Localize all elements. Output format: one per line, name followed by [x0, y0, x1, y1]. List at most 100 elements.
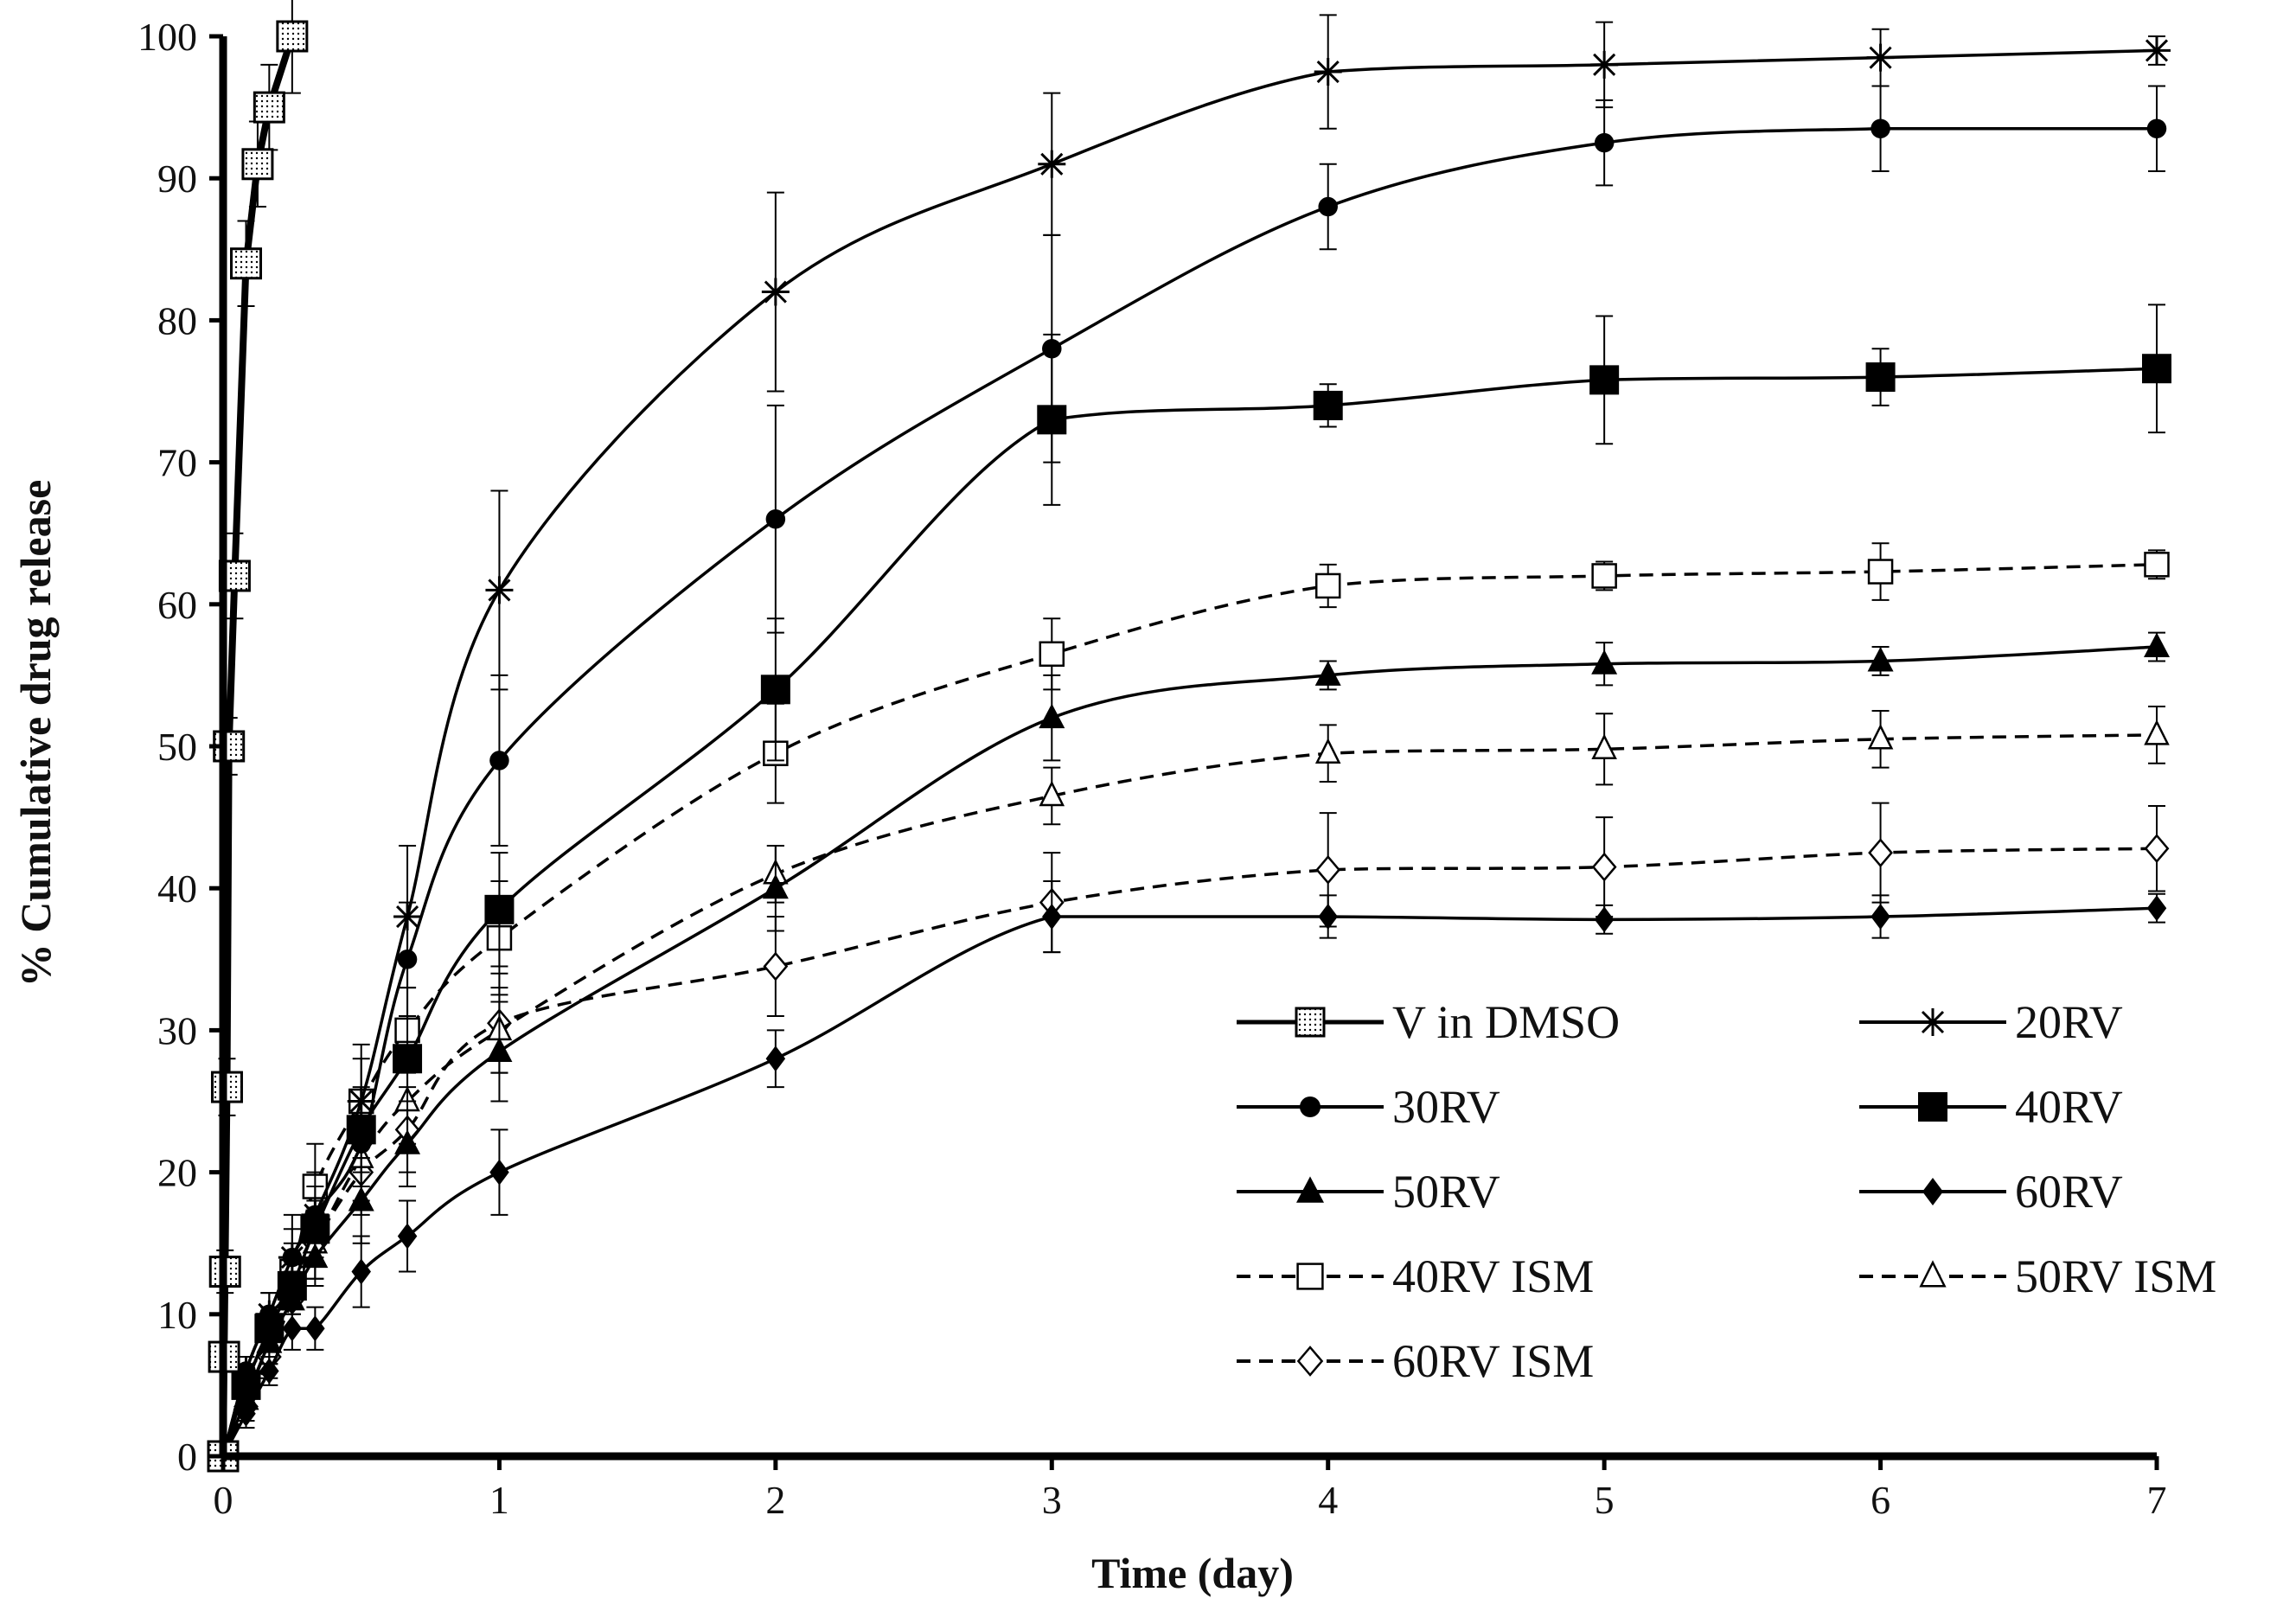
x-tick-label: 4 [1318, 1478, 1338, 1522]
data-point-50rv [348, 1186, 374, 1212]
data-point-20rv [301, 1200, 329, 1229]
series-line-50rv [221, 645, 2158, 1457]
legend-label: 50RV ISM [2015, 1250, 2216, 1302]
data-point-40rv-ism [1591, 563, 1617, 589]
series-line-40rv-ism [221, 563, 2158, 1457]
x-tick-label: 7 [2147, 1478, 2167, 1522]
data-point-30rv [1318, 196, 1338, 217]
legend-label: 60RV ISM [1392, 1335, 1594, 1387]
y-tick-label: 80 [157, 298, 197, 342]
data-point-20rv [1038, 150, 1066, 178]
data-point-30rv [489, 751, 509, 770]
y-tick-label: 40 [157, 866, 197, 911]
y-tick-label: 0 [177, 1435, 197, 1479]
series-30rv [213, 85, 2167, 1467]
data-point-50rv-ism [2144, 719, 2170, 745]
legend-marker-60rv [1922, 1178, 1943, 1205]
data-point-60rv [351, 1258, 371, 1285]
data-point-60rv [489, 1159, 509, 1186]
data-point-20rv [485, 576, 514, 604]
data-point-20rv [278, 1244, 306, 1272]
data-point-40rv-ism [1314, 572, 1341, 599]
data-point-50rv [1591, 649, 1618, 675]
y-tick-label: 10 [157, 1293, 197, 1337]
data-point-30rv [1042, 338, 1062, 359]
legend-label: 40RV [2015, 1081, 2123, 1133]
data-point-60rv [1871, 904, 1890, 930]
series-line-60rv [221, 906, 2158, 1457]
legend-marker-20rv [1919, 1008, 1947, 1036]
legend-label: 50RV [1392, 1166, 1500, 1218]
data-point-20rv [232, 1357, 260, 1385]
data-point-40rv [760, 675, 790, 705]
data-point-60rv-ism [1591, 852, 1617, 882]
data-point-40rv [1865, 362, 1896, 393]
data-point-60rv [1318, 904, 1338, 930]
data-point-30rv [765, 509, 786, 529]
data-point-30rv [2146, 118, 2167, 138]
data-point-50rv [2144, 632, 2170, 658]
data-point-20rv [1866, 43, 1895, 72]
legend-item-20rv: 20RV [1859, 996, 2123, 1048]
data-point-50rv [762, 873, 789, 899]
legend-marker-50rv [1296, 1176, 1324, 1203]
data-point-20rv [1590, 50, 1619, 79]
series-line-60rv-ism [221, 847, 2158, 1457]
y-tick-label: 70 [157, 441, 197, 485]
data-point-60rv-ism [2144, 834, 2170, 864]
data-point-20rv [347, 1087, 375, 1116]
data-point-v-in-dmso [230, 247, 263, 280]
data-point-40rv-ism [1039, 641, 1065, 668]
data-point-60rv [397, 1223, 418, 1250]
data-point-50rv [486, 1037, 513, 1063]
series-line-50rv-ism [221, 733, 2158, 1457]
data-point-v-in-dmso [241, 148, 274, 181]
legend-label: V in DMSO [1392, 996, 1620, 1048]
series-line-30rv [221, 126, 2157, 1457]
data-point-50rv-ism [1314, 738, 1341, 764]
data-point-60rv [305, 1315, 325, 1342]
data-point-60rv [2146, 895, 2167, 922]
data-point-50rv-ism [1867, 723, 1894, 750]
legend-item-60rv: 60RV [1859, 1166, 2123, 1218]
data-point-20rv [761, 278, 790, 306]
data-point-40rv [484, 894, 515, 924]
y-tick-label: 50 [157, 725, 197, 769]
legend: V in DMSO 20RV 30RV 40RV 50RV 60RV 40RV ISM 50R… [1237, 996, 2216, 1387]
data-point-40rv-ism [1867, 559, 1894, 585]
data-point-50rv [1039, 703, 1065, 729]
series-40rv-ism [210, 542, 2170, 1469]
x-tick-label: 5 [1595, 1478, 1615, 1522]
series-50rv [210, 631, 2170, 1467]
x-tick-label: 0 [214, 1478, 233, 1522]
legend-label: 40RV ISM [1392, 1250, 1594, 1302]
legend-marker-30rv [1300, 1097, 1321, 1117]
legend-item-40rv: 40RV [1859, 1081, 2123, 1133]
data-point-60rv-ism [1315, 854, 1341, 885]
y-tick-label: 90 [157, 157, 197, 201]
series-50rv-ism [210, 706, 2170, 1467]
data-point-20rv [255, 1300, 284, 1328]
data-point-40rv [1589, 365, 1620, 395]
y-tick-label: 20 [157, 1151, 197, 1195]
data-point-50rv-ism [1039, 780, 1065, 807]
y-tick-label: 30 [157, 1008, 197, 1052]
data-point-20rv [393, 903, 422, 931]
data-point-20rv [1314, 58, 1342, 86]
legend-item-v-in-dmso: V in DMSO [1237, 996, 1620, 1048]
data-point-60rv-ism [1868, 838, 1893, 868]
data-point-50rv-ism [1591, 733, 1617, 760]
legend-item-60rv-ism: 60RV ISM [1237, 1335, 1594, 1387]
y-axis-title: % Cumulative drug release [11, 480, 60, 988]
data-point-40rv-ism [2144, 552, 2170, 578]
legend-item-50rv: 50RV [1237, 1166, 1500, 1218]
legend-item-30rv: 30RV [1237, 1081, 1500, 1133]
data-point-30rv [1871, 118, 1890, 138]
legend-item-50rv-ism: 50RV ISM [1859, 1250, 2216, 1302]
series-layer [207, 0, 2171, 1473]
x-axis-title: Time (day) [1091, 1549, 1294, 1597]
legend-label: 30RV [1392, 1081, 1500, 1133]
legend-marker-40rv [1918, 1092, 1947, 1122]
